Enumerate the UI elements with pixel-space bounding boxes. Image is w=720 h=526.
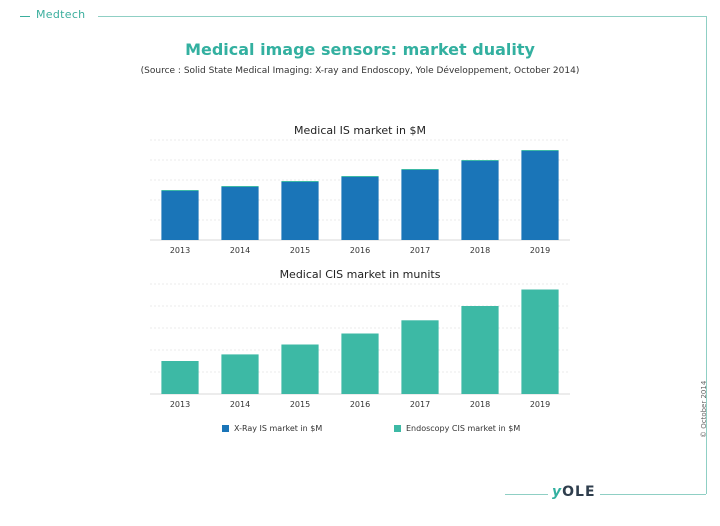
bar-2015-secondary	[281, 181, 319, 182]
bar-2018-main	[461, 161, 499, 240]
chart-is-market: 2013 2014 2015 2016 2017 2018 2019	[150, 139, 570, 255]
x-tick-label: 2014	[230, 246, 250, 255]
bar-2014-main	[221, 354, 259, 394]
bar-2015-main	[281, 182, 319, 240]
bar-2013-main	[161, 191, 199, 240]
x-tick-label: 2019	[530, 400, 550, 409]
bar-2013-secondary	[161, 190, 199, 191]
section-tag: Medtech	[36, 8, 86, 21]
page-title: Medical image sensors: market duality	[185, 40, 535, 59]
section-tag-dash	[20, 16, 30, 17]
x-tick-label: 2013	[170, 400, 190, 409]
legend-label-xray: X-Ray IS market in $M	[234, 424, 323, 433]
copyright-note: © October 2014	[700, 380, 708, 438]
bar-2017-secondary	[401, 169, 439, 170]
x-tick-label: 2015	[290, 246, 310, 255]
legend-label-endoscopy: Endoscopy CIS market in $M	[406, 424, 521, 433]
x-tick-label: 2015	[290, 400, 310, 409]
x-tick-label: 2019	[530, 246, 550, 255]
yole-logo: yOLE	[548, 484, 600, 500]
bar-2019-main	[521, 151, 559, 240]
frame-top-line	[98, 16, 706, 17]
bar-2016-secondary	[341, 176, 379, 177]
bar-2019-secondary	[521, 150, 559, 151]
chart-title-cis-market: Medical CIS market in munits	[279, 268, 441, 281]
legend-item-xray: X-Ray IS market in $M	[222, 424, 322, 433]
x-tick-label: 2016	[350, 246, 370, 255]
legend-swatch-endoscopy	[394, 425, 401, 432]
legend-swatch-xray	[222, 425, 229, 432]
x-tick-label: 2013	[170, 246, 190, 255]
bar-2014-secondary	[221, 186, 259, 187]
bar-2017-main	[401, 320, 439, 394]
x-tick-label: 2018	[470, 246, 490, 255]
bar-2017-main	[401, 170, 439, 240]
x-tick-label: 2014	[230, 400, 250, 409]
bar-2015-main	[281, 344, 319, 394]
x-tick-label: 2016	[350, 400, 370, 409]
frame-bottom-line	[505, 494, 706, 495]
bar-2019-main	[521, 289, 559, 394]
bar-2018-secondary	[461, 160, 499, 161]
chart-title-is-market: Medical IS market in $M	[294, 124, 426, 137]
bar-2016-main	[341, 333, 379, 394]
x-tick-label: 2017	[410, 400, 430, 409]
legend: X-Ray IS market in $M Endoscopy CIS mark…	[0, 424, 720, 438]
source-note: (Source : Solid State Medical Imaging: X…	[140, 66, 580, 76]
x-tick-label: 2017	[410, 246, 430, 255]
legend-item-endoscopy: Endoscopy CIS market in $M	[394, 424, 520, 433]
logo-prefix: y	[552, 484, 563, 500]
bar-2013-main	[161, 361, 199, 394]
bar-2018-main	[461, 306, 499, 394]
chart-cis-market: 2013 2014 2015 2016 2017 2018 2019	[150, 283, 570, 409]
logo-rest: OLE	[562, 484, 596, 500]
bar-2016-main	[341, 177, 379, 240]
x-tick-label: 2018	[470, 400, 490, 409]
frame-right-line	[706, 16, 707, 494]
bar-2014-main	[221, 187, 259, 240]
